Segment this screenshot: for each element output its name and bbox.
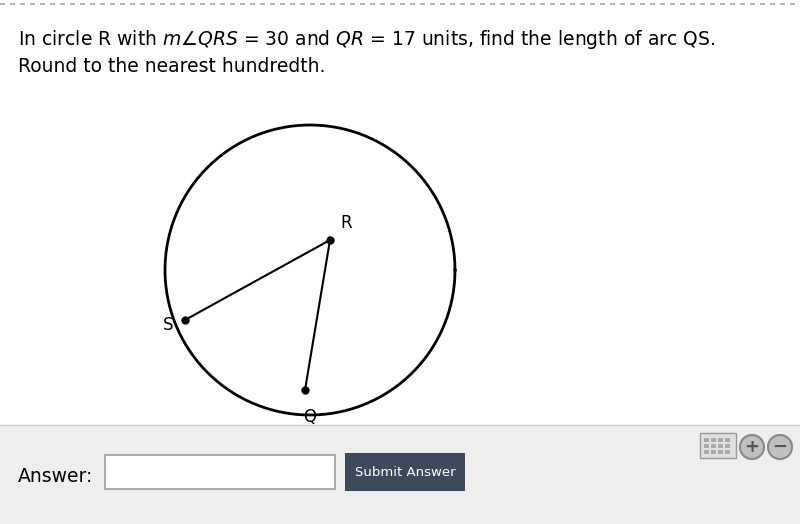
Bar (700, 433, 736, 458)
Bar (345, 453, 465, 491)
Bar (718, 450, 723, 454)
Bar (711, 444, 716, 448)
Bar (0, 425, 800, 524)
Text: R: R (340, 214, 352, 232)
Bar (711, 438, 716, 442)
Text: Submit Answer: Submit Answer (354, 465, 455, 478)
Text: +: + (745, 438, 759, 456)
Bar (725, 438, 730, 442)
Text: S: S (162, 316, 173, 334)
Bar (704, 444, 709, 448)
Text: Answer:: Answer: (18, 467, 94, 486)
Bar (718, 438, 723, 442)
Bar (704, 438, 709, 442)
Text: In circle R with $m\angle QRS$ = 30 and $QR$ = 17 units, find the length of arc : In circle R with $m\angle QRS$ = 30 and … (18, 28, 715, 51)
Circle shape (768, 435, 792, 459)
Text: Round to the nearest hundredth.: Round to the nearest hundredth. (18, 57, 326, 76)
Bar (704, 450, 709, 454)
Bar (718, 444, 723, 448)
Bar (725, 444, 730, 448)
Circle shape (740, 435, 764, 459)
Bar (105, 455, 335, 489)
Text: Q: Q (303, 408, 317, 426)
Bar (725, 450, 730, 454)
Bar (711, 450, 716, 454)
Text: −: − (773, 438, 787, 456)
